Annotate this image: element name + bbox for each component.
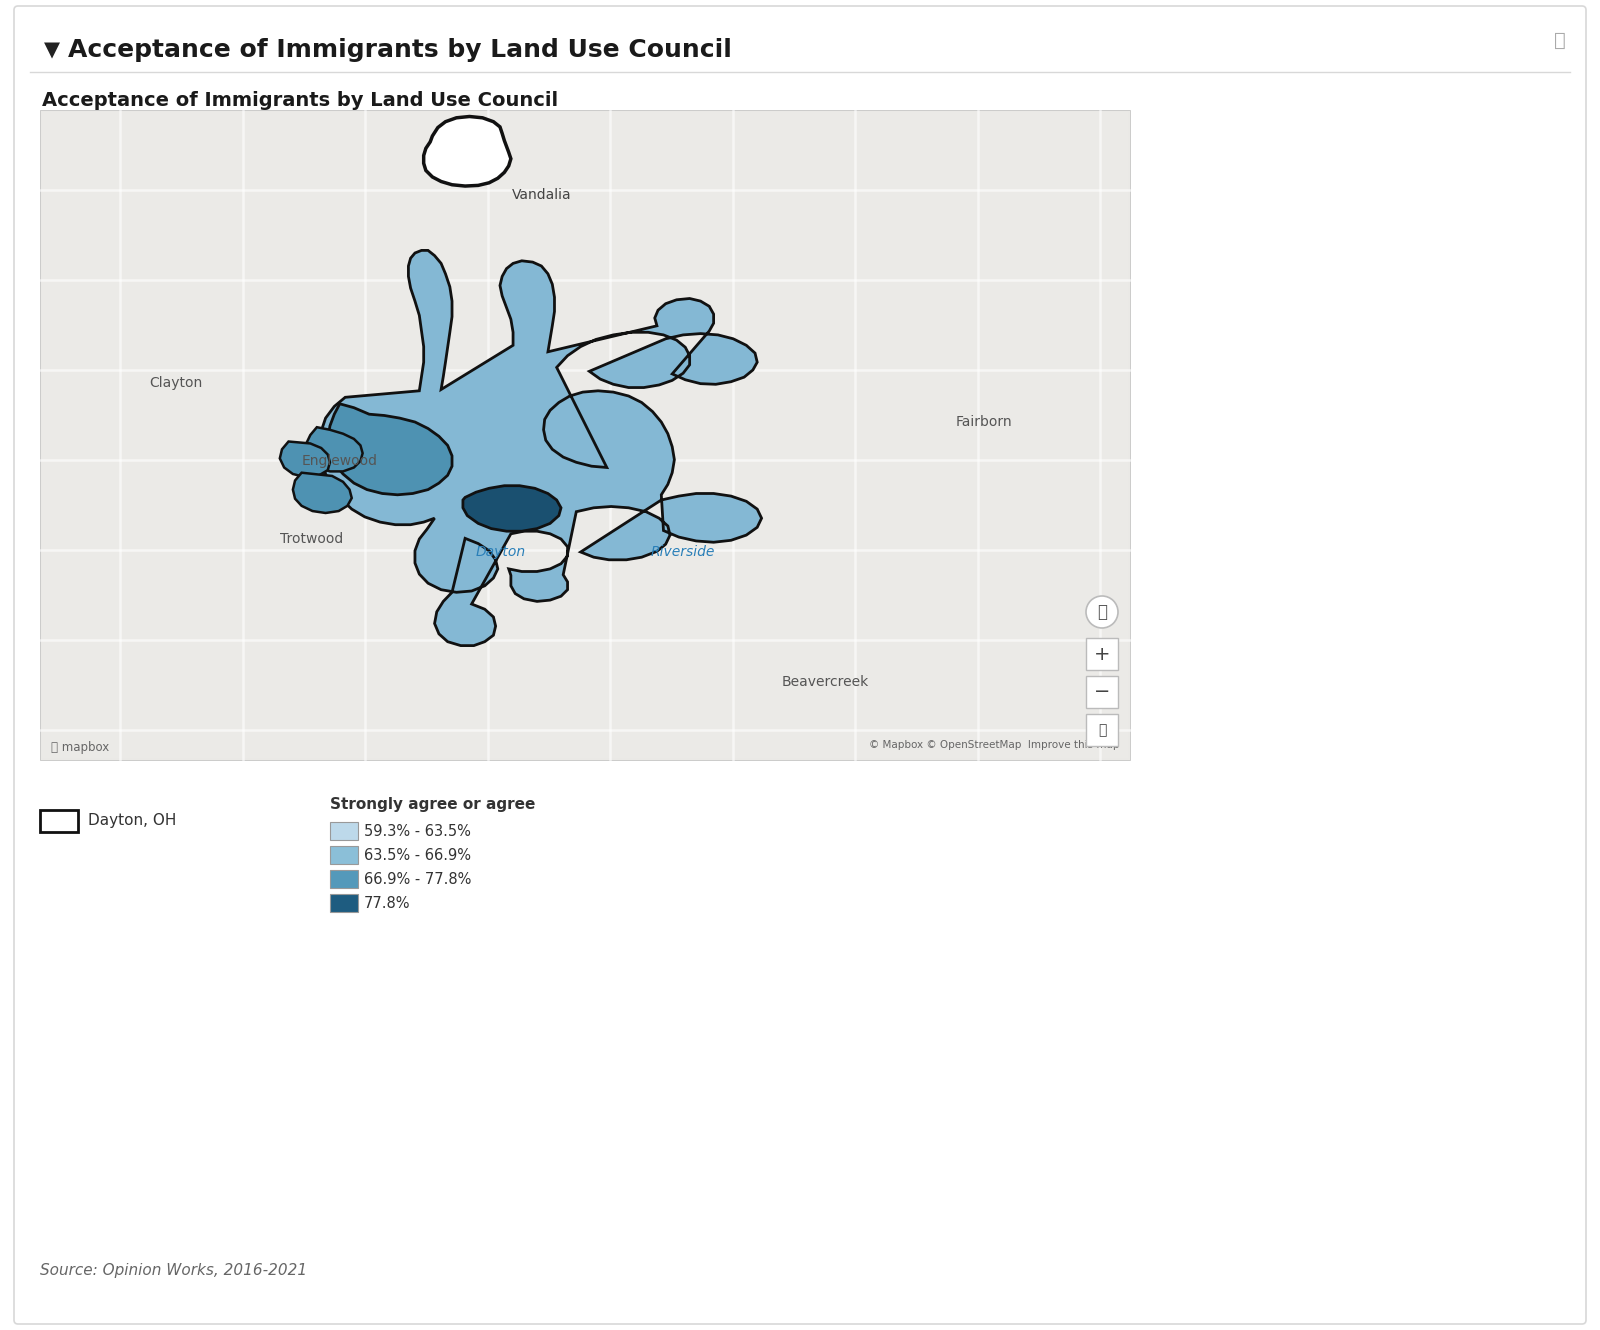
Text: Ⓜ mapbox: Ⓜ mapbox [51,741,109,754]
Text: 66.9% - 77.8%: 66.9% - 77.8% [365,871,472,887]
Text: Clayton: Clayton [149,376,202,390]
Bar [42,112,1128,758]
Polygon shape [318,250,762,645]
Bar [40,110,1130,759]
Text: 63.5% - 66.9%: 63.5% - 66.9% [365,847,470,862]
Text: ⌖: ⌖ [1098,602,1107,621]
Text: Riverside: Riverside [651,545,715,559]
Text: ▼: ▼ [45,40,61,60]
Text: Fairborn: Fairborn [955,415,1013,430]
Text: Dayton: Dayton [477,545,526,559]
Text: Acceptance of Immigrants by Land Use Council: Acceptance of Immigrants by Land Use Cou… [67,39,731,63]
Polygon shape [462,485,562,531]
Polygon shape [293,472,352,513]
Bar [330,894,358,912]
Text: Source: Opinion Works, 2016-2021: Source: Opinion Works, 2016-2021 [40,1262,307,1278]
Text: Strongly agree or agree: Strongly agree or agree [330,797,536,811]
Text: −: − [1094,682,1110,701]
Text: 🔗: 🔗 [1554,31,1566,49]
Text: Trotwood: Trotwood [280,532,342,547]
Bar [40,810,78,833]
Polygon shape [328,404,453,495]
Bar [1086,714,1118,746]
Text: Dayton, OH: Dayton, OH [88,814,176,829]
Polygon shape [306,427,363,471]
Text: 77.8%: 77.8% [365,895,411,911]
Text: © Mapbox © OpenStreetMap  Improve this map: © Mapbox © OpenStreetMap Improve this ma… [869,741,1118,750]
Bar [330,870,358,888]
Text: ⛶: ⛶ [1098,724,1106,737]
Bar [1086,638,1118,670]
Circle shape [1086,596,1118,628]
Bar [330,822,358,841]
Text: 59.3% - 63.5%: 59.3% - 63.5% [365,823,470,838]
Bar [1086,676,1118,708]
Text: +: + [1094,645,1110,664]
Text: Beavercreek: Beavercreek [781,676,869,689]
Text: Englewood: Englewood [301,454,378,468]
Polygon shape [280,442,330,477]
Bar [330,846,358,864]
Text: Acceptance of Immigrants by Land Use Council: Acceptance of Immigrants by Land Use Cou… [42,90,558,109]
Polygon shape [424,117,510,186]
FancyBboxPatch shape [14,7,1586,1323]
Text: Vandalia: Vandalia [512,188,571,202]
